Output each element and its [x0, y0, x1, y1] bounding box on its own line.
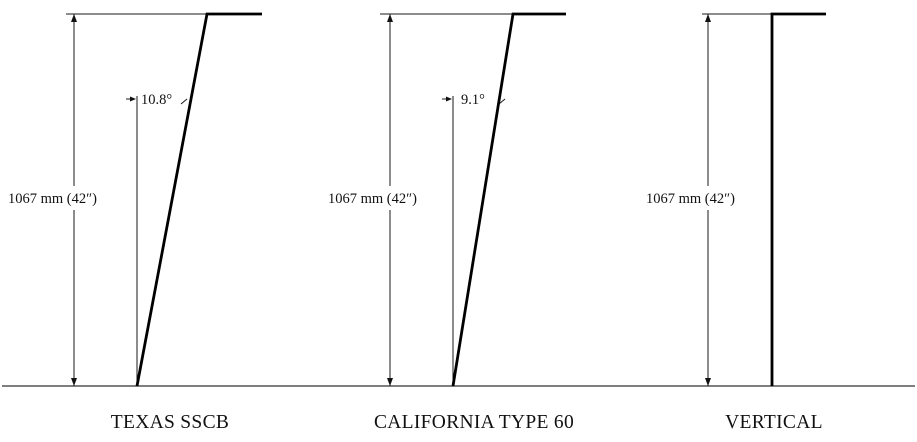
arrowhead-right-icon [130, 96, 136, 102]
arrowhead-up-icon [71, 14, 77, 22]
arrowhead-down-icon [387, 378, 393, 386]
barrier-face [135, 12, 262, 387]
arrowhead-up-icon [387, 14, 393, 22]
arrowhead-down-icon [71, 378, 77, 386]
barrier-vertical: 1067 mm (42″) VERTICAL [644, 12, 826, 433]
barrier-caption: VERTICAL [725, 412, 823, 433]
height-label: 1067 mm (42″) [646, 191, 735, 207]
barrier-caption: TEXAS SSCB [111, 412, 229, 433]
barrier-face [451, 12, 566, 387]
height-label: 1067 mm (42″) [328, 191, 417, 207]
height-label: 1067 mm (42″) [8, 191, 97, 207]
angle-label: 9.1° [461, 92, 485, 108]
arrowhead-up-icon [705, 14, 711, 22]
barrier-caption: CALIFORNIA TYPE 60 [374, 412, 574, 433]
angle-label: 10.8° [141, 92, 172, 108]
barrier-california: 1067 mm (42″) 9.1° CALIFORNIA TYPE 60 [326, 12, 574, 433]
barrier-texas: 1067 mm (42″) 10.8° TEXAS SSCB [5, 12, 262, 433]
angle-tick-right [180, 98, 188, 105]
barrier-face [770, 12, 826, 386]
arrowhead-right-icon [446, 96, 452, 102]
arrowhead-down-icon [705, 378, 711, 386]
